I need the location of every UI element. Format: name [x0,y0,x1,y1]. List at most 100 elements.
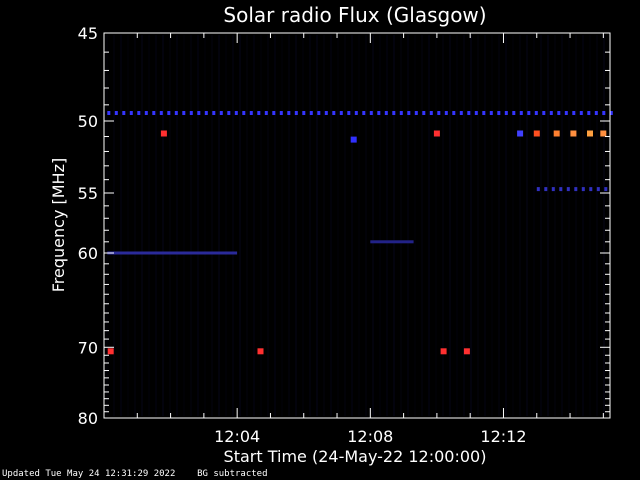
emission-band-segment [197,111,201,115]
noise-column [281,35,283,416]
emission-band-segment [189,111,193,115]
emission-band-segment [114,111,118,115]
noise-column [540,35,542,416]
emission-band-segment [564,111,568,115]
emission-band-segment [407,111,411,115]
emission-band-segment [249,111,253,115]
emission-band-segment [566,187,570,192]
emission-spot [160,130,167,137]
noise-column [393,35,395,416]
noise-column [274,35,276,416]
noise-column [456,35,458,416]
emission-spot [517,130,524,137]
emission-band-segment [362,111,366,115]
noise-column [358,35,360,416]
emission-band-segment [392,111,396,115]
emission-band-segment [534,111,538,115]
emission-band-segment [339,111,343,115]
emission-band-segment [347,111,351,115]
emission-band-segment [589,187,593,192]
noise-column [400,35,402,416]
emission-band-segment [579,111,583,115]
emission-band-segment [604,187,608,192]
emission-band-segment [137,111,141,115]
x-tick-label: 12:04 [214,427,260,446]
noise-column [365,35,367,416]
emission-band-segment [497,111,501,115]
emission-band-segment [324,111,328,115]
emission-band-segment [377,111,381,115]
noise-column [162,35,164,416]
noise-column [176,35,178,416]
y-tick-label: 80 [78,409,98,428]
emission-band-segment [559,187,563,192]
emission-band-segment [512,111,516,115]
emission-band-segment [474,111,478,115]
noise-column [554,35,556,416]
emission-band-segment [519,111,523,115]
noise-column [134,35,136,416]
plot-frame [103,32,611,419]
emission-band-segment [122,111,126,115]
emission-band-segment [384,111,388,115]
emission-band-segment [437,111,441,115]
y-tick-label: 50 [78,112,98,131]
noise-column [498,35,500,416]
emission-band-segment [159,111,163,115]
emission-band-segment [369,111,373,115]
emission-spot [257,348,264,355]
emission-band-segment [257,111,261,115]
y-axis: 45 50 55 60 70 80 [78,24,610,428]
emission-spot [433,130,440,137]
emission-spot [570,130,577,137]
emission-band-segment [332,111,336,115]
noise-column [533,35,535,416]
footer: Updated Tue May 24 12:31:29 2022 BG subt… [2,469,268,479]
emission-spot [107,348,114,355]
emission-band-segment [452,111,456,115]
noise-column [232,35,234,416]
noise-column [260,35,262,416]
x-tick-label: 12:08 [347,427,393,446]
emission-band-segment [551,187,555,192]
noise-column [561,35,563,416]
noise-column [603,35,605,416]
emission-spot [600,130,607,137]
emission-band-segment [572,111,576,115]
emission-band-segment [414,111,418,115]
emission-features [107,111,613,355]
noise-column [351,35,353,416]
x-axis: 12:04 12:08 12:12 [136,33,604,446]
noise-column [239,35,241,416]
emission-band-segment [212,111,216,115]
noise-column [414,35,416,416]
emission-band-segment [107,111,111,115]
emission-band-segment [302,111,306,115]
emission-band-segment [354,111,358,115]
noise-column [183,35,185,416]
emission-band-segment [596,187,600,192]
emission-band-segment [204,111,208,115]
updated-timestamp: Updated Tue May 24 12:31:29 2022 [2,469,176,479]
chart-title: Solar radio Flux (Glasgow) [223,3,486,27]
noise-column [211,35,213,416]
noise-column [246,35,248,416]
emission-band-segment [587,111,591,115]
noise-column [379,35,381,416]
noise-column [407,35,409,416]
emission-band-segment [317,111,321,115]
noise-column [169,35,171,416]
bg-subtracted-note: BG subtracted [197,469,268,479]
noise-column [582,35,584,416]
emission-band-segment [536,187,540,192]
emission-band-segment [227,111,231,115]
emission-band [370,240,414,244]
emission-band [107,251,238,255]
emission-band-segment [489,111,493,115]
emission-band-segment [264,111,268,115]
emission-band-segment [557,111,561,115]
emission-band-segment [242,111,246,115]
noise-column [344,35,346,416]
emission-band-segment [602,111,606,115]
